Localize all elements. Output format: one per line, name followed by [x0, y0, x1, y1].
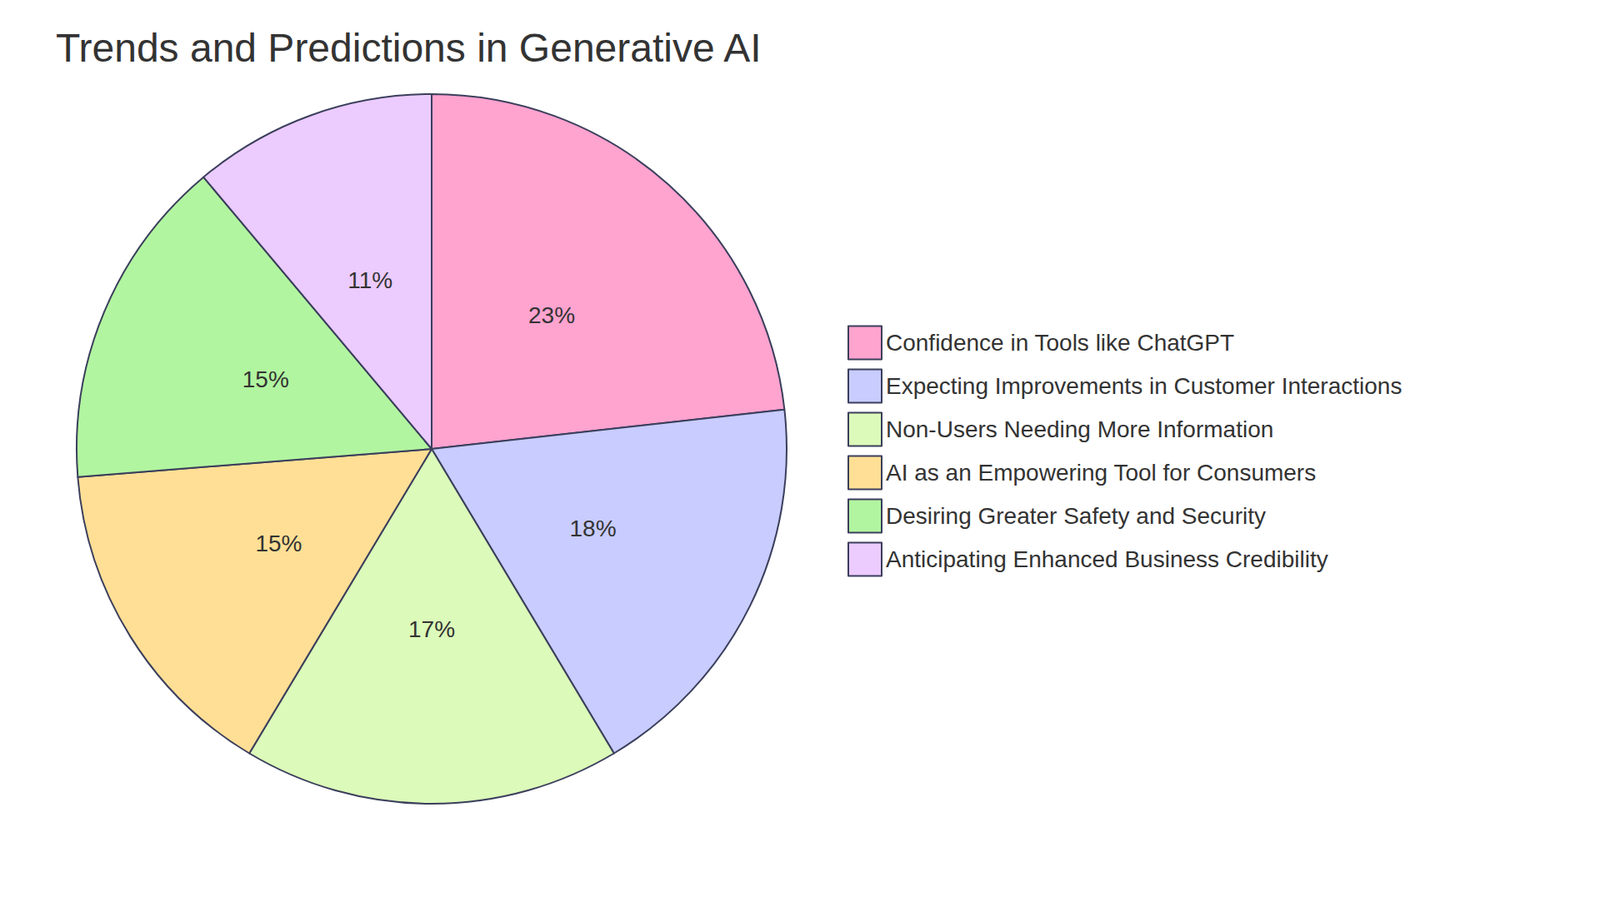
svg-text:Non-Users Needing More Informa: Non-Users Needing More Information: [885, 416, 1274, 443]
svg-text:AI as an Empowering Tool for C: AI as an Empowering Tool for Consumers: [885, 460, 1316, 486]
svg-text:23%: 23%: [528, 302, 575, 329]
svg-text:11%: 11%: [347, 267, 393, 294]
svg-text:17%: 17%: [408, 616, 455, 643]
svg-text:Confidence in Tools like ChatG: Confidence in Tools like ChatGPT: [885, 330, 1235, 356]
svg-text:15%: 15%: [255, 530, 302, 557]
svg-text:Desiring Greater Safety and Se: Desiring Greater Safety and Security: [885, 503, 1266, 530]
svg-text:Anticipating Enhanced Business: Anticipating Enhanced Business Credibili…: [885, 546, 1329, 573]
svg-text:15%: 15%: [242, 366, 290, 393]
svg-text:18%: 18%: [570, 515, 617, 542]
svg-text:Expecting Improvements in Cust: Expecting Improvements in Customer Inter…: [885, 373, 1402, 400]
svg-text:Trends and Predictions in Gene: Trends and Predictions in Generative AI: [55, 25, 762, 70]
